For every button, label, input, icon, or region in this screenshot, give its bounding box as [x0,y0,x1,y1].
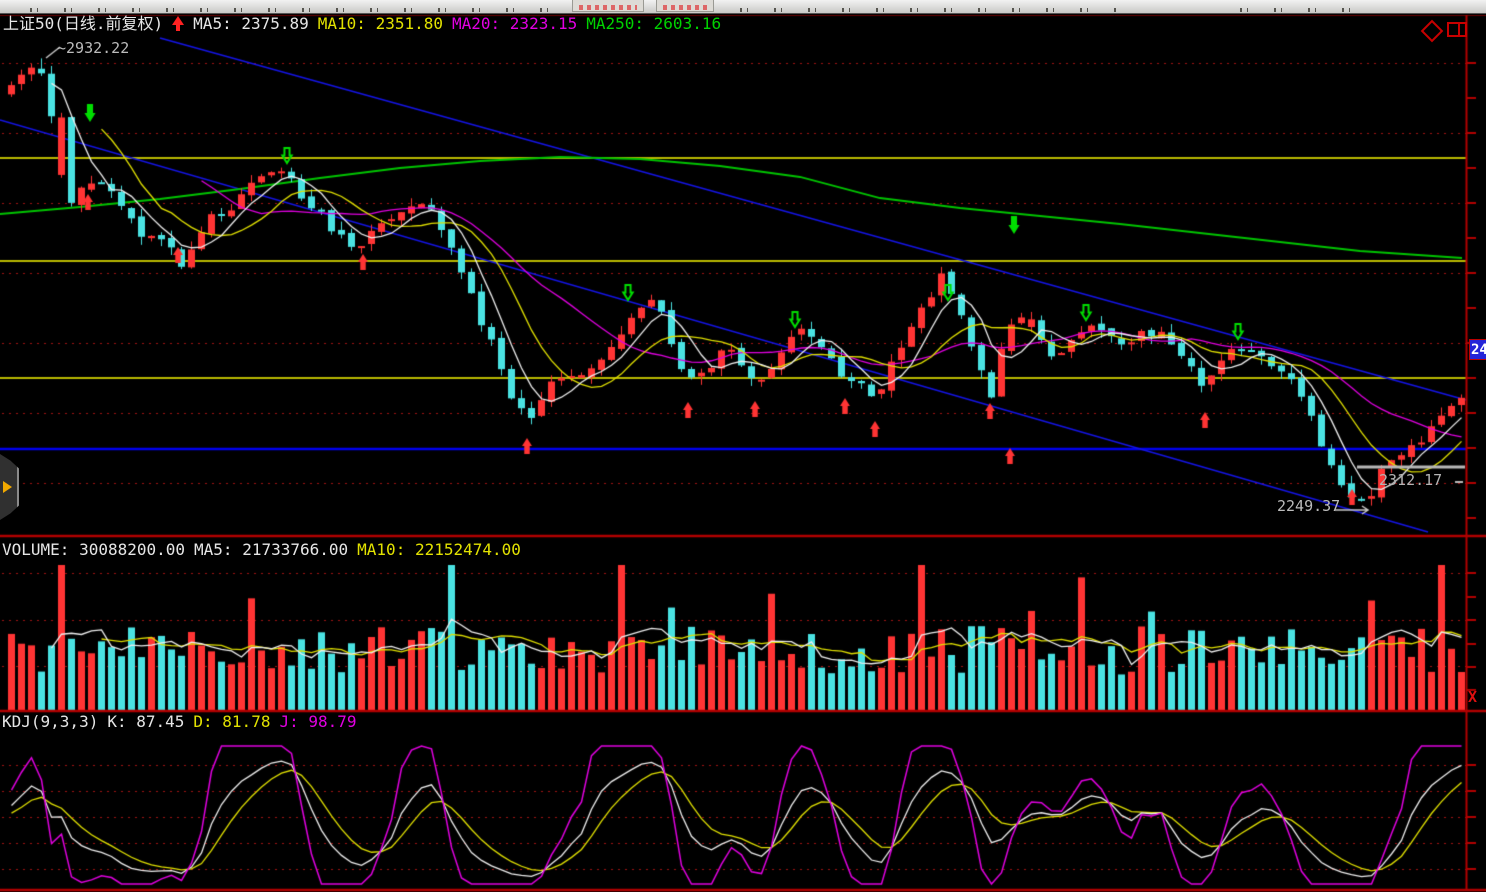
close-indicator-button[interactable]: X [1468,688,1478,706]
price-pane-header: 上证50(日线.前复权) MA5: 2375.89 MA10: 2351.80 … [3,15,721,32]
kdj-name: KDJ(9,3,3) [2,712,99,731]
chart-title: 上证50(日线.前复权) [3,14,164,33]
ma5-value: MA5: 2375.89 [193,14,309,33]
kdj-k-value: K: 87.45 [107,712,185,731]
volume-ma10-value: MA10: 22152474.00 [357,540,521,559]
ma20-value: MA20: 2323.15 [452,14,578,33]
sidebar-collapse-handle[interactable] [0,454,19,520]
kdj-d-value: D: 81.78 [193,712,271,731]
toolbar-quote-button-2[interactable] [656,0,714,12]
toolbar-quote-button-1[interactable] [572,0,644,12]
volume-ma5-value: MA5: 21733766.00 [194,540,349,559]
price-axis-label: 24 [1469,339,1486,360]
peak-price-annotation: ~2932.22 [57,39,130,57]
volume-pane-header: VOLUME: 30088200.00 MA5: 21733766.00 MA1… [2,541,521,558]
kdj-pane-header: KDJ(9,3,3) K: 87.45 D: 81.78 J: 98.79 [2,713,357,730]
expand-arrow-icon [3,481,12,493]
multiwindow-icon[interactable] [1447,22,1467,37]
toolbar-menu-fragment [740,8,1120,12]
volume-value: VOLUME: 30088200.00 [2,540,186,559]
toolbar-menu-fragment [1240,8,1360,12]
low-price-annotation: 2249.37 [1277,497,1341,515]
toolbar-menu-fragment [30,8,550,12]
kdj-j-value: J: 98.79 [279,712,357,731]
last-price-annotation: 2312.17 [1379,471,1443,489]
main-toolbar[interactable] [0,0,1486,14]
ma250-value: MA250: 2603.16 [586,14,722,33]
buy-signal-arrow-icon [172,16,185,31]
ma10-value: MA10: 2351.80 [317,14,443,33]
